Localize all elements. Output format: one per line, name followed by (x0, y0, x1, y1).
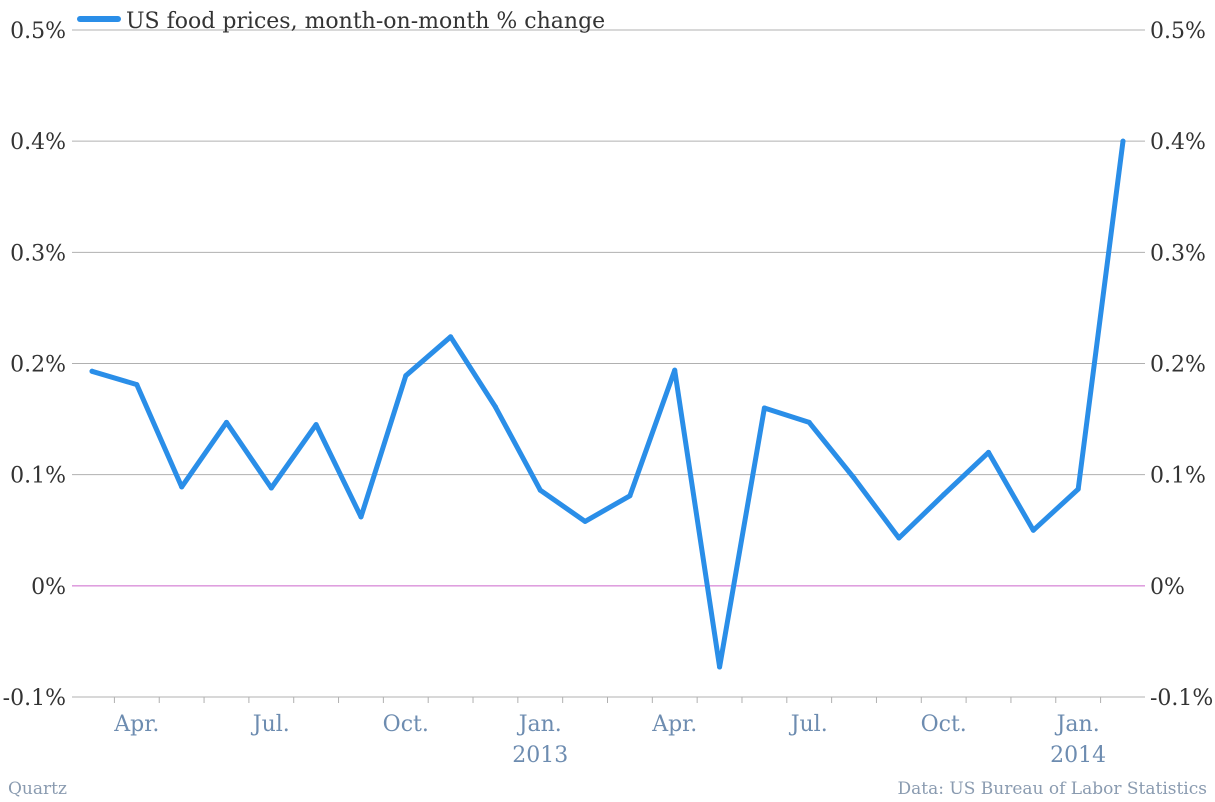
x-axis: Apr. Jul. Oct. Jan. Apr. Jul. Oct. Jan. 2013 2014 (72, 696, 1145, 768)
y-tick-label-left: 0.4% (10, 130, 66, 155)
data-point (313, 422, 319, 428)
x-tick-label: Apr. (113, 712, 159, 737)
y-tick-label-left: 0% (31, 575, 66, 600)
source-label: Data: US Bureau of Labor Statistics (898, 779, 1207, 799)
y-tick-label-right: 0.2% (1150, 353, 1206, 378)
y-tick-label-right: 0.5% (1150, 19, 1206, 44)
legend: US food prices, month-on-month % change (77, 9, 605, 34)
credit-label: Quartz (8, 779, 67, 799)
x-tick-label: Jan. (517, 712, 562, 737)
data-point (448, 334, 454, 340)
y-tick-label-right: -0.1% (1150, 686, 1213, 711)
data-point (537, 487, 543, 493)
data-point (179, 484, 185, 490)
data-point (89, 368, 95, 374)
data-point (1120, 138, 1126, 144)
x-tick-label: Jan. (1055, 712, 1100, 737)
x-year-label: 2013 (512, 743, 568, 768)
data-point (896, 535, 902, 541)
data-point (717, 664, 723, 670)
data-point (268, 485, 274, 491)
y-tick-label-left: 0.2% (10, 353, 66, 378)
data-point (851, 475, 857, 481)
y-tick-label-left: 0.5% (10, 19, 66, 44)
data-point (806, 419, 812, 425)
y-tick-label-left: -0.1% (3, 686, 66, 711)
y-tick-label-right: 0.4% (1150, 130, 1206, 155)
y-tick-label-right: 0% (1150, 575, 1185, 600)
data-point (582, 518, 588, 524)
x-tick-label: Oct. (383, 712, 429, 737)
y-tick-label-left: 0.3% (10, 241, 66, 266)
x-tick-label: Oct. (921, 712, 967, 737)
data-point (403, 373, 409, 379)
y-tick-label-right: 0.1% (1150, 464, 1206, 489)
y-axis-left: 0.5% 0.4% 0.3% 0.2% 0.1% 0% -0.1% (3, 19, 66, 711)
series-line (89, 138, 1126, 670)
data-point (941, 492, 947, 498)
y-tick-label-left: 0.1% (10, 464, 66, 489)
x-tick-label: Jul. (251, 712, 290, 737)
data-point (672, 367, 678, 373)
y-axis-right: 0.5% 0.4% 0.3% 0.2% 0.1% 0% -0.1% (1150, 19, 1213, 711)
data-point (358, 514, 364, 520)
grid-layer (72, 29, 1145, 698)
data-point (627, 493, 633, 499)
legend-label: US food prices, month-on-month % change (126, 9, 605, 34)
x-year-label: 2014 (1050, 743, 1106, 768)
data-point (223, 419, 229, 425)
y-tick-label-right: 0.3% (1150, 241, 1206, 266)
data-point (492, 404, 498, 410)
data-point (1030, 527, 1036, 533)
data-point (986, 449, 992, 455)
x-tick-label: Apr. (651, 712, 697, 737)
data-point (134, 382, 140, 388)
data-point (761, 405, 767, 411)
x-tick-label: Jul. (789, 712, 828, 737)
data-point (1075, 486, 1081, 492)
series-layer (89, 138, 1126, 670)
